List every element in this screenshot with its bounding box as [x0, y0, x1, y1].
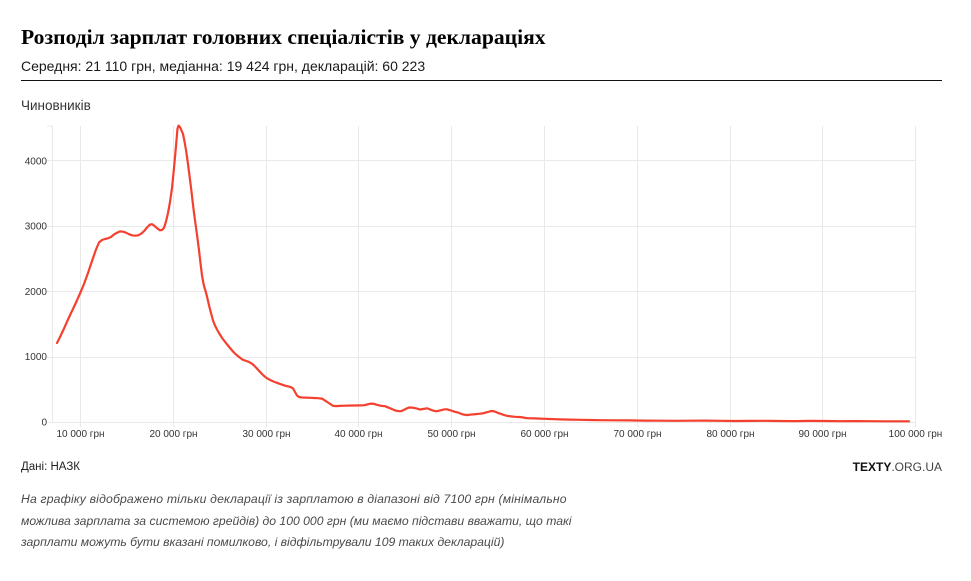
svg-text:4000: 4000	[25, 156, 48, 167]
svg-text:2000: 2000	[25, 287, 48, 298]
svg-text:1000: 1000	[25, 352, 48, 363]
svg-text:100 000 грн: 100 000 грн	[889, 429, 943, 440]
svg-text:10 000 грн: 10 000 грн	[56, 429, 104, 440]
svg-text:0: 0	[41, 418, 47, 429]
svg-text:60 000 грн: 60 000 грн	[520, 429, 568, 440]
svg-text:80 000 грн: 80 000 грн	[706, 429, 754, 440]
svg-text:30 000 грн: 30 000 грн	[242, 429, 290, 440]
svg-text:50 000 грн: 50 000 грн	[427, 429, 475, 440]
svg-text:90 000 грн: 90 000 грн	[798, 429, 846, 440]
svg-text:70 000 грн: 70 000 грн	[613, 429, 661, 440]
svg-text:3000: 3000	[25, 222, 48, 233]
svg-text:20 000 грн: 20 000 грн	[149, 429, 197, 440]
svg-text:40 000 грн: 40 000 грн	[334, 429, 382, 440]
